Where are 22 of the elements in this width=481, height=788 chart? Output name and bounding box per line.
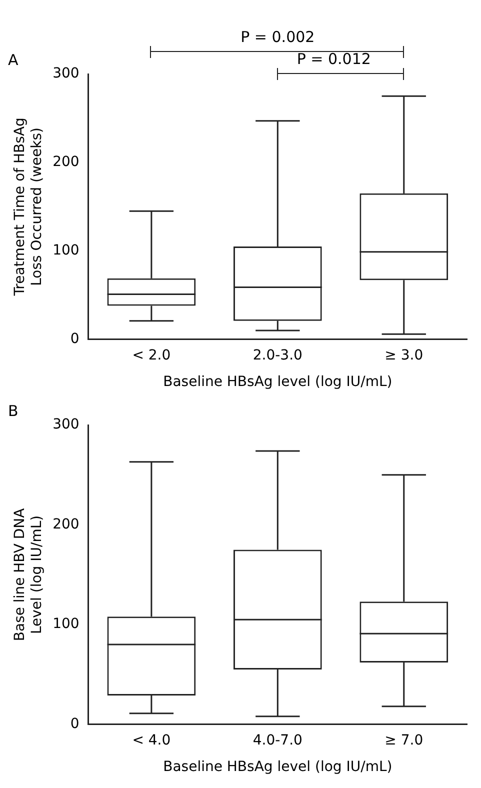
y-axis-title: Base line HBV DNA Level (log IU/mL) [12, 508, 45, 642]
x-tick-label: ≥ 3.0 [384, 347, 424, 364]
x-axis-title: Baseline HBsAg level (log IU/mL) [163, 759, 392, 776]
y-tick-label: 300 [52, 66, 80, 82]
y-tick-label: 200 [52, 516, 80, 532]
x-tick-label: 2.0-3.0 [252, 347, 302, 364]
chart-title: A [8, 50, 19, 69]
chart-title: B [8, 402, 18, 420]
text: P = 0.012 [296, 50, 372, 68]
y-tick-label: 0 [70, 331, 80, 348]
y-tick-label: 100 [52, 242, 80, 259]
y-axis-title: Treatment Time of HBsAg Loss Occurred (weeks) [12, 118, 45, 297]
x-tick-label: < 4.0 [132, 732, 171, 748]
x-tick-label: ≥ 7.0 [384, 732, 424, 748]
text: P = 0.002 [240, 28, 316, 46]
x-axis-title: Baseline HBsAg level (log IU/mL) [163, 374, 392, 390]
y-tick-label: 0 [70, 716, 80, 732]
y-tick-label: 200 [52, 154, 80, 170]
x-tick-label: < 2.0 [132, 347, 171, 364]
y-tick-label: 300 [52, 416, 80, 433]
x-tick-label: 4.0-7.0 [252, 732, 302, 748]
y-tick-label: 100 [52, 616, 80, 632]
